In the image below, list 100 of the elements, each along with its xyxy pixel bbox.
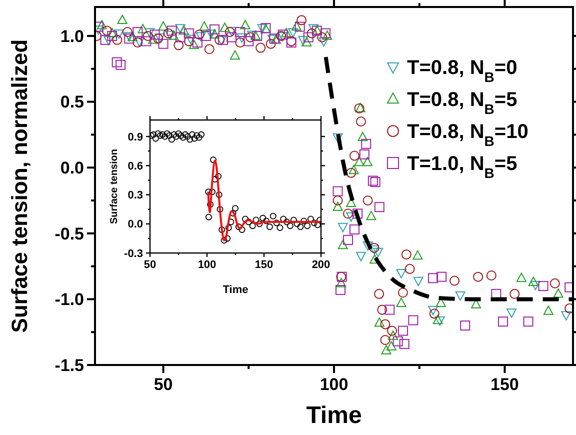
point [163,28,174,38]
point [124,32,134,42]
point [194,30,204,40]
legend-label: T=0.8, N$_{B}$=0 [407,57,518,85]
point [142,30,153,41]
point [102,26,112,36]
point [332,195,343,206]
point [354,156,364,166]
point [196,32,206,42]
point [516,272,526,282]
point [244,36,254,46]
point [158,38,168,49]
point [166,26,177,36]
point [380,319,390,330]
point [396,268,406,278]
x-tick-label: 50 [154,375,173,394]
point [362,241,373,251]
point [192,38,202,48]
y-tick-label: 0.9 [128,131,143,144]
point [348,164,359,174]
point [302,37,312,46]
point [530,280,540,290]
point [288,28,298,38]
point [200,30,211,41]
point [349,224,360,234]
point [317,32,328,42]
point [335,284,346,295]
point [361,138,372,149]
point [230,50,240,60]
point [104,36,114,46]
y-tick-label: 0.3 [128,190,143,202]
point [455,291,466,301]
point [294,22,305,32]
legend-label: T=0.8, N$_{B}$=10 [407,121,528,149]
point [550,278,560,288]
point [107,28,118,38]
point [428,273,438,284]
point [374,202,384,212]
point [306,28,317,38]
point [460,320,470,331]
point [413,276,424,286]
point [401,249,412,260]
point [332,133,343,143]
point [240,20,250,30]
point [368,176,378,186]
point [399,338,410,349]
point [128,32,138,42]
point [369,242,380,253]
point [168,30,179,40]
point [538,281,548,292]
point [308,24,319,34]
point [498,316,508,327]
point [338,240,348,250]
point [296,15,307,26]
point [543,306,554,315]
point [510,288,520,299]
point [392,336,403,346]
point [436,272,447,282]
point [100,34,110,45]
point [298,36,308,46]
point [343,234,353,245]
point [210,29,220,39]
point [388,330,398,340]
point [408,315,418,326]
point [370,177,380,188]
point [332,186,343,196]
point [204,44,214,54]
point [362,156,372,166]
point [346,168,356,178]
x-tick-label: 150 [490,375,519,394]
x-tick-label: 200 [312,259,330,271]
point [150,30,160,40]
point [220,22,230,32]
point [158,21,168,31]
y-tick-label: 0.0 [60,158,84,178]
point [362,195,373,206]
point [506,308,517,318]
point [450,276,460,286]
point [412,250,423,260]
point [236,33,247,43]
point [132,27,143,38]
point [210,24,220,34]
point [384,304,395,315]
y-tick-label: -0.3 [124,248,143,260]
y-tick-label: -1.5 [54,356,84,375]
point [226,32,237,42]
point [112,34,122,45]
point [356,252,366,262]
point [141,36,152,46]
legend-label: T=0.8, N$_{B}$=5 [407,89,518,117]
point [138,24,148,34]
point [235,38,246,48]
point [374,288,384,299]
point [561,311,572,320]
point [381,345,392,354]
point [359,149,370,160]
y-tick-label: 0.5 [60,92,84,112]
point [398,326,408,336]
point [377,304,388,315]
point [404,264,415,274]
